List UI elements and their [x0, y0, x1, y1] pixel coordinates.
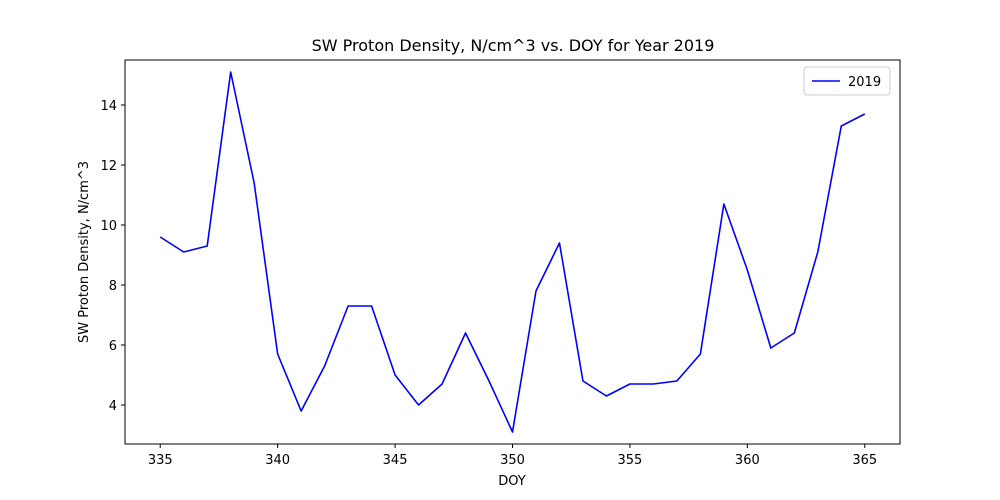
legend-label: 2019 [848, 75, 881, 90]
y-tick-label: 4 [109, 399, 117, 414]
y-axis-label: SW Proton Density, N/cm^3 [77, 161, 92, 343]
y-tick-label: 14 [100, 99, 117, 114]
x-tick-label: 345 [383, 453, 408, 468]
y-tick-label: 6 [109, 339, 117, 354]
x-tick-label: 340 [265, 453, 290, 468]
y-axis: 4 6 8 10 12 14 [100, 99, 125, 414]
y-tick-label: 12 [100, 159, 117, 174]
y-tick-label: 8 [109, 279, 117, 294]
x-axis: 335 340 345 350 355 360 365 [148, 444, 877, 468]
legend-box [803, 66, 891, 96]
legend: 2019 [803, 66, 891, 96]
plot-frame [124, 59, 901, 445]
x-tick-label: 355 [618, 453, 643, 468]
x-axis-label: DOY [498, 474, 526, 489]
x-tick-label: 365 [852, 453, 877, 468]
chart-title: SW Proton Density, N/cm^3 vs. DOY for Ye… [312, 36, 715, 55]
x-tick-label: 360 [735, 453, 760, 468]
plot-area [159, 71, 866, 433]
y-tick-label: 10 [100, 219, 117, 234]
x-tick-label: 335 [148, 453, 173, 468]
series-line-2019 [159, 71, 866, 433]
x-tick-label: 350 [500, 453, 525, 468]
